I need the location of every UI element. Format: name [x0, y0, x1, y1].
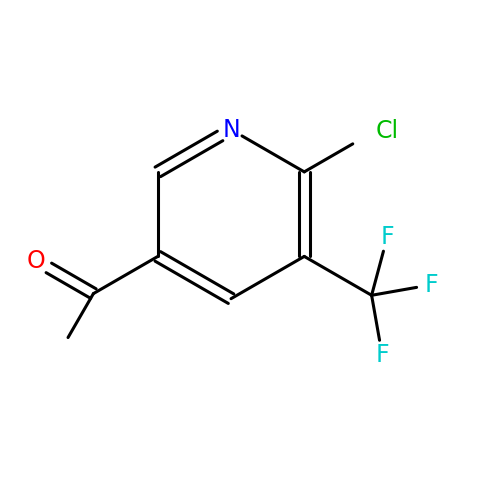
- Text: Cl: Cl: [376, 119, 399, 143]
- Text: F: F: [376, 343, 389, 367]
- Text: O: O: [27, 249, 46, 273]
- Text: F: F: [380, 225, 394, 249]
- Text: F: F: [425, 273, 438, 297]
- Text: N: N: [222, 117, 240, 142]
